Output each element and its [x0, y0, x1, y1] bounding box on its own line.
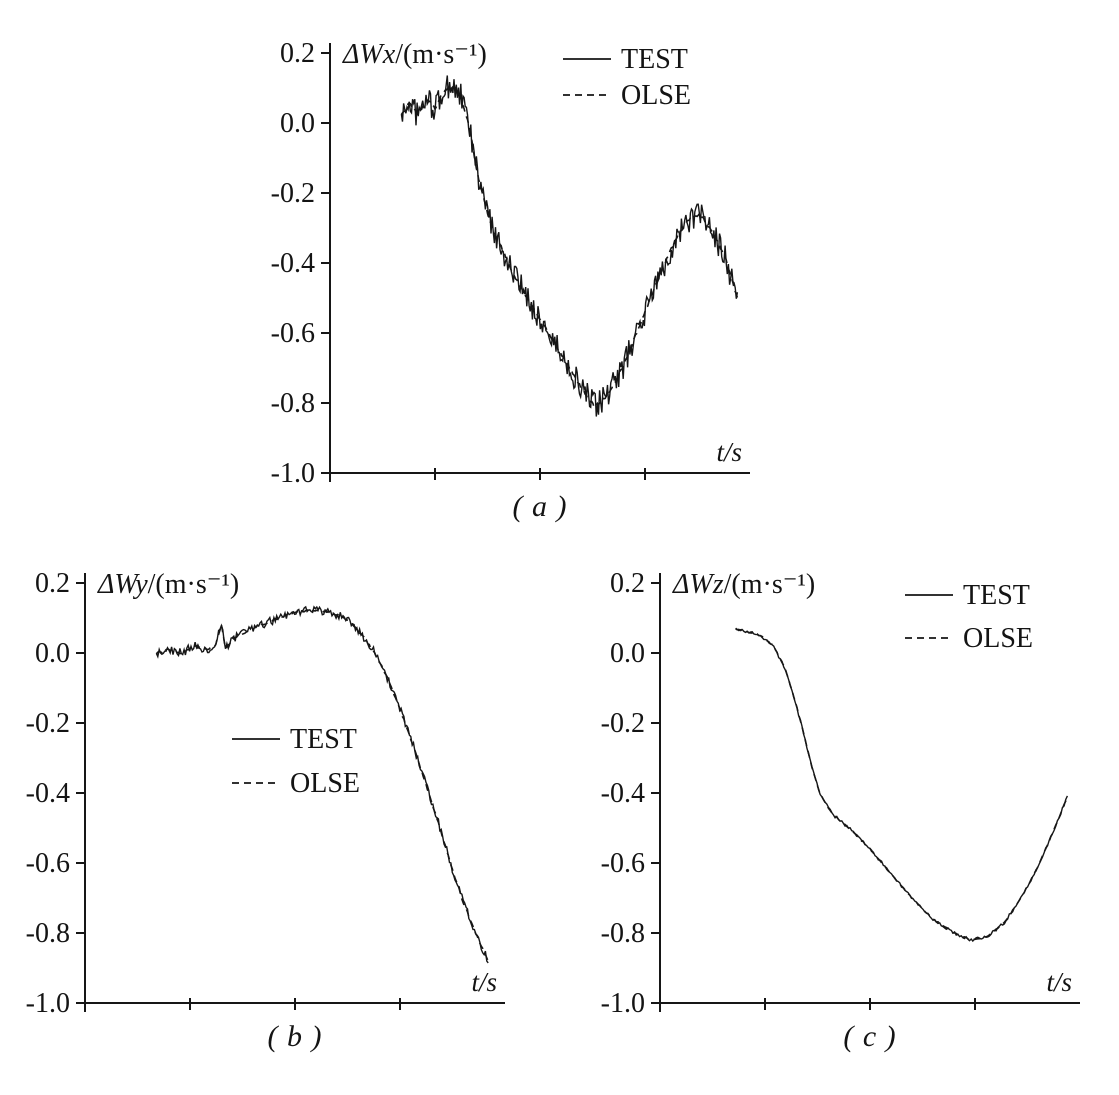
legend-label-TEST: TEST: [963, 580, 1030, 611]
legend-label-TEST: TEST: [621, 44, 688, 75]
x-axis-title: t/s: [1046, 967, 1072, 997]
chart-a-caption: ( a ): [512, 490, 568, 523]
chart-a-plot: 0.2 0.0 -0.2 -0.4 -0.6 -0.8 -1.0 ΔWx/(m·s⁻¹) t/s…: [271, 38, 750, 488]
y-tick-label: -0.4: [601, 778, 645, 809]
y-tick-label: 0.0: [280, 108, 315, 139]
y-tick-label: -0.2: [601, 708, 645, 739]
series-TEST: [155, 605, 489, 964]
y-tick-label: 0.2: [610, 568, 645, 599]
y-tick-label: -0.2: [271, 178, 315, 209]
y-axis-title: ΔWy/(m·s⁻¹): [97, 569, 239, 600]
y-tick-label: -1.0: [271, 458, 315, 488]
y-tick-label: -0.8: [601, 918, 645, 949]
legend-label-OLSE: OLSE: [621, 80, 691, 111]
y-tick-label: -0.6: [601, 848, 645, 879]
series-OLSE: [400, 84, 739, 409]
y-tick-label: 0.0: [35, 638, 70, 669]
chart-c-plot: 0.2 0.0 -0.2 -0.4 -0.6 -0.8 -1.0 ΔWz/(m·s⁻¹) t/s…: [601, 568, 1080, 1018]
legend-label-OLSE: OLSE: [963, 623, 1033, 654]
y-tick-label: -0.4: [271, 248, 315, 279]
chart-c: 0.2 0.0 -0.2 -0.4 -0.6 -0.8 -1.0 ΔWz/(m·s⁻¹) t/s…: [575, 548, 1095, 1054]
axes: [651, 573, 1080, 1012]
legend-label-TEST: TEST: [290, 724, 357, 755]
chart-b-plot: 0.2 0.0 -0.2 -0.4 -0.6 -0.8 -1.0 ΔWy/(m·s⁻¹) t/s…: [26, 568, 505, 1018]
x-axis-title: t/s: [716, 437, 742, 467]
chart-a: 0.2 0.0 -0.2 -0.4 -0.6 -0.8 -1.0 ΔWx/(m·s⁻¹) t/s…: [245, 18, 765, 524]
axes: [76, 573, 505, 1012]
y-tick-label: -0.6: [271, 318, 315, 349]
chart-c-caption: ( c ): [843, 1020, 897, 1053]
y-tick-label: -0.8: [26, 918, 70, 949]
y-tick-label: -0.8: [271, 388, 315, 419]
chart-b: 0.2 0.0 -0.2 -0.4 -0.6 -0.8 -1.0 ΔWy/(m·s⁻¹) t/s…: [0, 548, 520, 1054]
y-tick-label: 0.2: [35, 568, 70, 599]
y-tick-label: -1.0: [26, 988, 70, 1018]
chart-b-caption: ( b ): [267, 1020, 323, 1053]
y-tick-label: -0.6: [26, 848, 70, 879]
y-tick-label: 0.0: [610, 638, 645, 669]
y-axis-title: ΔWx/(m·s⁻¹): [342, 39, 487, 70]
y-tick-label: -0.4: [26, 778, 70, 809]
y-tick-label: -0.2: [26, 708, 70, 739]
x-axis-title: t/s: [471, 967, 497, 997]
y-axis-title: ΔWz/(m·s⁻¹): [672, 569, 815, 600]
y-tick-label: -1.0: [601, 988, 645, 1018]
y-tick-label: 0.2: [280, 38, 315, 69]
legend-label-OLSE: OLSE: [290, 768, 360, 799]
series-TEST: [400, 75, 739, 417]
series-TEST: [735, 628, 1069, 943]
axes: [321, 43, 750, 482]
series-OLSE: [735, 627, 1069, 941]
